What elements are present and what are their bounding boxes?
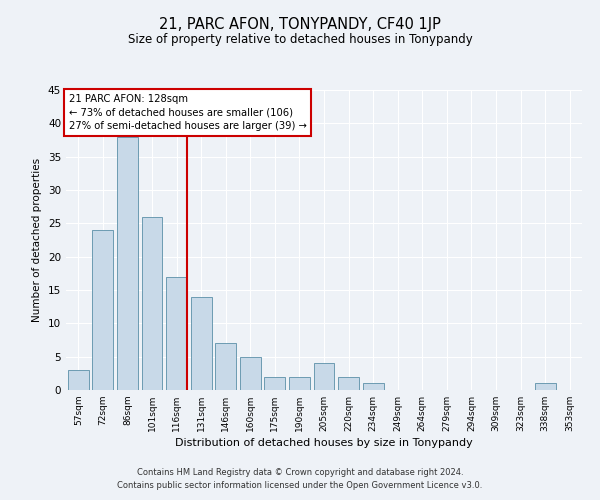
Bar xyxy=(191,296,212,390)
Y-axis label: Number of detached properties: Number of detached properties xyxy=(32,158,43,322)
Bar xyxy=(338,376,359,390)
Text: Size of property relative to detached houses in Tonypandy: Size of property relative to detached ho… xyxy=(128,32,472,46)
Text: Contains public sector information licensed under the Open Government Licence v3: Contains public sector information licen… xyxy=(118,480,482,490)
Text: 21 PARC AFON: 128sqm
← 73% of detached houses are smaller (106)
27% of semi-deta: 21 PARC AFON: 128sqm ← 73% of detached h… xyxy=(68,94,307,131)
Bar xyxy=(92,230,113,390)
Bar xyxy=(68,370,89,390)
Bar xyxy=(117,136,138,390)
Text: Distribution of detached houses by size in Tonypandy: Distribution of detached houses by size … xyxy=(175,438,473,448)
Bar xyxy=(362,384,383,390)
Bar xyxy=(215,344,236,390)
Bar xyxy=(535,384,556,390)
Bar xyxy=(240,356,261,390)
Bar xyxy=(265,376,286,390)
Text: 21, PARC AFON, TONYPANDY, CF40 1JP: 21, PARC AFON, TONYPANDY, CF40 1JP xyxy=(159,18,441,32)
Bar xyxy=(289,376,310,390)
Bar xyxy=(314,364,334,390)
Text: Contains HM Land Registry data © Crown copyright and database right 2024.: Contains HM Land Registry data © Crown c… xyxy=(137,468,463,477)
Bar xyxy=(166,276,187,390)
Bar xyxy=(142,216,163,390)
